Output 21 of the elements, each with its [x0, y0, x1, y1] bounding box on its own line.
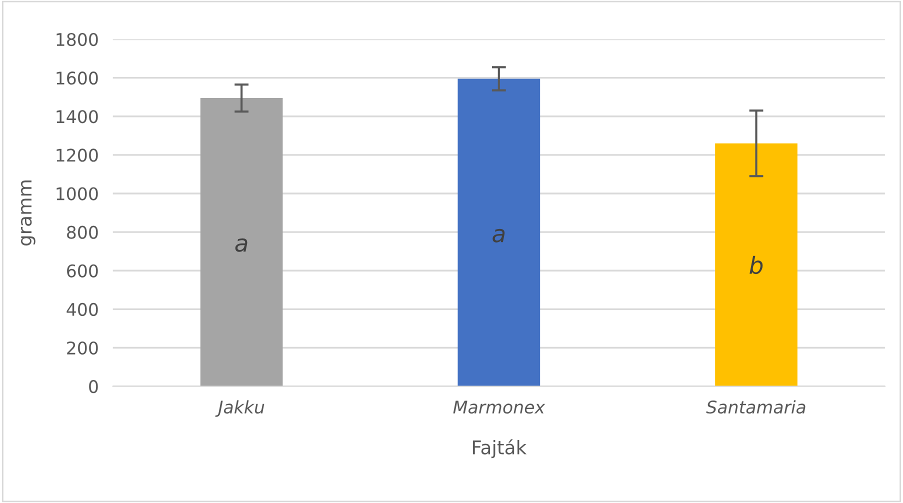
x-axis-title: Fajták	[473, 439, 527, 458]
y-tick-label: 600	[67, 264, 98, 278]
y-tick-label: 200	[67, 341, 98, 355]
y-tick-label: 800	[67, 226, 98, 239]
y-tick-label: 1000	[56, 187, 98, 200]
bar	[715, 143, 798, 386]
x-tick-label: Jakku	[215, 400, 264, 417]
annotation: a	[492, 228, 505, 242]
bar	[200, 98, 283, 386]
annotation: a	[235, 238, 248, 252]
y-tick-label: 1800	[56, 32, 98, 46]
x-tick-label: Santamaria	[706, 400, 806, 414]
y-axis-title: gramm	[20, 180, 36, 246]
x-tick-label: Marmonex	[453, 400, 546, 414]
y-tick-label: 400	[66, 302, 98, 316]
y-tick-label: 1400	[56, 110, 98, 124]
annotation: b	[750, 256, 763, 274]
y-tick-label: 0	[89, 380, 98, 394]
y-tick-label: 1200	[56, 148, 98, 162]
bar	[458, 78, 540, 386]
y-tick-label: 1600	[56, 72, 98, 85]
